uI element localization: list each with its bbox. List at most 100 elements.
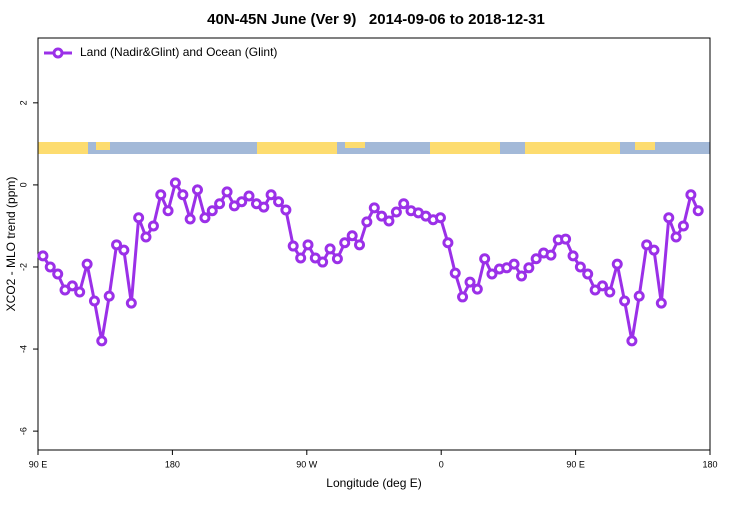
data-point [331, 253, 343, 265]
x-axis-label: Longitude (deg E) [326, 476, 421, 490]
data-point [346, 230, 358, 242]
x-tick-label: 180 [165, 459, 180, 469]
data-point [596, 280, 608, 292]
data-point [449, 267, 461, 279]
x-tick-label: 90 W [296, 459, 318, 469]
data-point [103, 290, 115, 302]
data-point [648, 244, 660, 256]
data-point [516, 270, 528, 282]
data-point [280, 204, 292, 216]
data-point [118, 244, 130, 256]
data-point [641, 239, 653, 251]
data-point [567, 250, 579, 262]
land-band [525, 142, 620, 154]
y-tick-label: 2 [18, 100, 28, 105]
data-point [295, 252, 307, 264]
legend-label: Land (Nadir&Glint) and Ocean (Glint) [80, 45, 277, 59]
data-point [582, 268, 594, 280]
x-tick-label: 90 E [29, 459, 48, 469]
plot-frame [37, 37, 711, 451]
data-point [324, 243, 336, 255]
data-point [604, 286, 616, 298]
data-point [52, 268, 64, 280]
y-tick-label: -2 [18, 263, 28, 271]
data-point [354, 239, 366, 251]
data-point [655, 297, 667, 309]
data-point [37, 250, 49, 262]
data-point [133, 212, 145, 224]
data-point [74, 286, 86, 298]
data-point [273, 196, 285, 208]
data-point [442, 237, 454, 249]
data-point [221, 186, 233, 198]
data-point [486, 268, 498, 280]
data-point [479, 253, 491, 265]
data-point [111, 239, 123, 251]
data-point [383, 215, 395, 227]
data-point [339, 237, 351, 249]
data-point [236, 196, 248, 208]
data-point [692, 205, 704, 217]
data-point [670, 231, 682, 243]
data-point [633, 290, 645, 302]
data-point [523, 262, 535, 274]
data-point [125, 297, 137, 309]
data-point [398, 198, 410, 210]
y-tick-label: 0 [18, 182, 28, 187]
data-point [155, 189, 167, 201]
data-point [663, 212, 675, 224]
land-band [345, 142, 365, 148]
data-point [258, 201, 270, 213]
data-point [471, 283, 483, 295]
data-point [317, 256, 329, 268]
data-point [611, 258, 623, 270]
data-point [177, 189, 189, 201]
land-band [430, 142, 500, 154]
data-point [574, 261, 586, 273]
data-point [162, 205, 174, 217]
data-point [96, 335, 108, 347]
data-point [677, 220, 689, 232]
data-point [243, 190, 255, 202]
x-tick-label: 180 [702, 459, 717, 469]
data-point [147, 220, 159, 232]
data-point [685, 189, 697, 201]
chart-title: 40N-45N June (Ver 9) 2014-09-06 to 2018-… [207, 11, 545, 28]
data-point [169, 177, 181, 189]
data-point [545, 249, 557, 261]
land-band [635, 142, 655, 150]
y-tick-label: -6 [18, 427, 28, 435]
data-point [376, 210, 388, 222]
data-point [88, 295, 100, 307]
data-point [508, 258, 520, 270]
data-point [464, 276, 476, 288]
data-point [184, 213, 196, 225]
data-point [619, 295, 631, 307]
data-point [626, 335, 638, 347]
data-point [302, 239, 314, 251]
land-band [38, 142, 88, 154]
data-point [361, 216, 373, 228]
data-point [81, 258, 93, 270]
x-tick-label: 0 [439, 459, 444, 469]
data-point [66, 280, 78, 292]
data-point [390, 206, 402, 218]
data-point [44, 261, 56, 273]
legend-marker [52, 47, 64, 59]
data-point [206, 205, 218, 217]
data-point [434, 212, 446, 224]
x-tick-label: 90 E [566, 459, 585, 469]
data-point [214, 198, 226, 210]
land-band [96, 142, 110, 150]
data-point [457, 291, 469, 303]
land-band [257, 142, 337, 154]
land-ocean-strip [38, 142, 710, 154]
y-axis-label: XCO2 - MLO trend (ppm) [4, 177, 18, 312]
data-point [265, 189, 277, 201]
data-point [560, 233, 572, 245]
data-point [287, 240, 299, 252]
y-tick-label: -4 [18, 345, 28, 353]
data-point [140, 231, 152, 243]
data-point [530, 253, 542, 265]
